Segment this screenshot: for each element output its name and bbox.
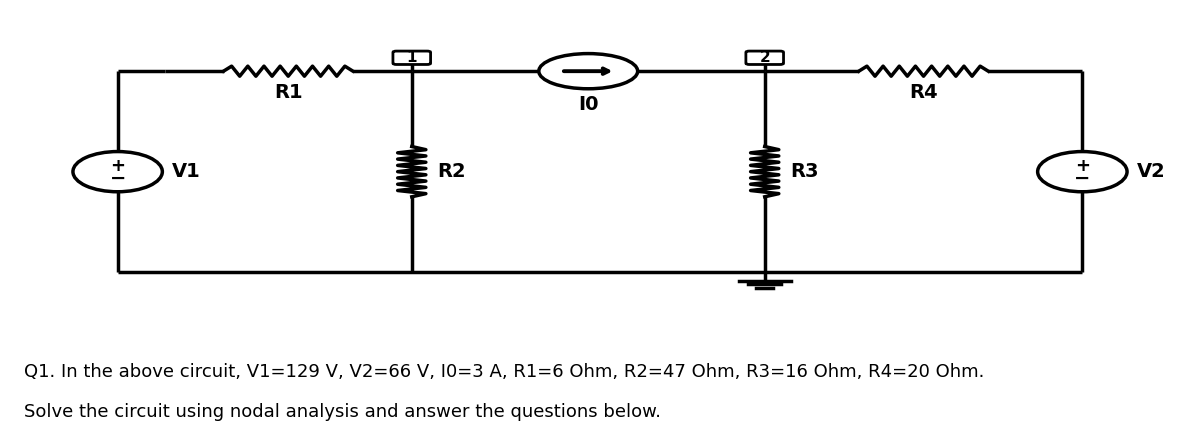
Text: +: + — [1075, 157, 1090, 175]
Text: R1: R1 — [274, 83, 302, 102]
Text: Q1. In the above circuit, V1=129 V, V2=66 V, I0=3 A, R1=6 Ohm, R2=47 Ohm, R3=16 : Q1. In the above circuit, V1=129 V, V2=6… — [24, 362, 984, 381]
Text: 2: 2 — [760, 50, 770, 65]
Text: R4: R4 — [910, 83, 938, 102]
FancyBboxPatch shape — [392, 51, 431, 65]
Text: −: − — [1074, 169, 1091, 188]
Text: +: + — [110, 157, 125, 175]
Text: I0: I0 — [578, 95, 599, 114]
Text: Solve the circuit using nodal analysis and answer the questions below.: Solve the circuit using nodal analysis a… — [24, 403, 661, 421]
Text: V2: V2 — [1136, 162, 1165, 181]
Text: R3: R3 — [791, 162, 820, 181]
FancyBboxPatch shape — [746, 51, 784, 65]
Text: V1: V1 — [172, 162, 200, 181]
Text: 1: 1 — [407, 50, 418, 65]
Text: R2: R2 — [438, 162, 467, 181]
Text: −: − — [109, 169, 126, 188]
